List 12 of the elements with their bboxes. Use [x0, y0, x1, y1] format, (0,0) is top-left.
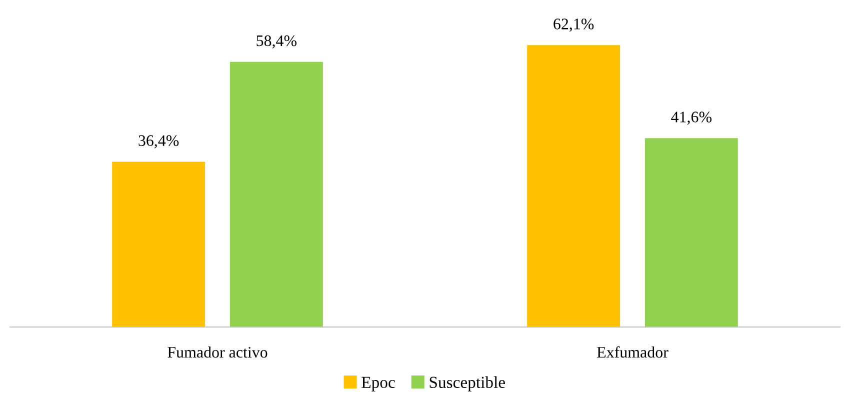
data-label: 62,1% — [554, 18, 594, 32]
x-tick-label: Exfumador — [597, 346, 668, 358]
bar — [527, 45, 620, 327]
legend-label: Epoc — [362, 376, 395, 392]
legend-label: Susceptible — [430, 376, 505, 392]
bar — [644, 138, 738, 327]
bar — [112, 162, 206, 327]
bar — [230, 62, 323, 327]
data-label: 58,4% — [256, 35, 297, 48]
x-tick-label: Fumador activo — [168, 346, 268, 358]
data-label: 41,6% — [671, 112, 712, 125]
data-label: 36,4% — [138, 135, 179, 148]
